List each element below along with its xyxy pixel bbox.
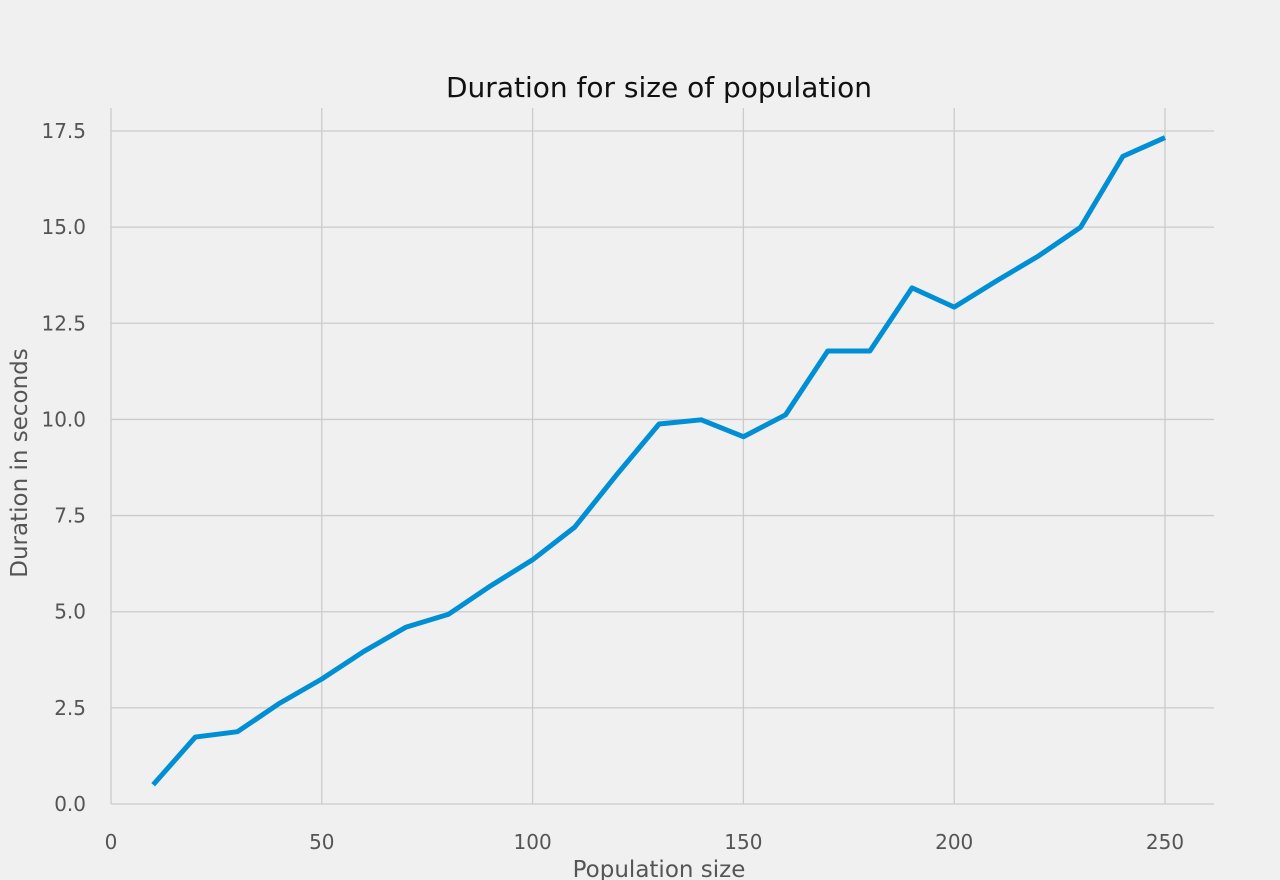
data-point (192, 734, 198, 740)
data-point (825, 348, 831, 354)
y-tick-label: 15.0 (41, 215, 86, 239)
data-point (909, 285, 915, 291)
y-axis-label: Duration in seconds (7, 348, 33, 578)
series-group (150, 135, 1168, 788)
data-point (698, 417, 704, 423)
grid (110, 108, 1214, 805)
x-tick-label: 50 (309, 830, 334, 854)
data-point (1162, 135, 1168, 141)
data-point (361, 648, 367, 654)
x-tick-label: 0 (105, 830, 118, 854)
x-tick-label: 200 (935, 830, 973, 854)
data-point (572, 524, 578, 530)
data-point (530, 557, 536, 563)
x-tick-label: 250 (1146, 830, 1184, 854)
data-point (1036, 253, 1042, 259)
y-tick-label: 12.5 (41, 311, 86, 335)
data-point (319, 676, 325, 682)
data-point (150, 782, 156, 788)
y-tick-label: 17.5 (41, 119, 86, 143)
data-point (1120, 153, 1126, 159)
x-axis-label: Population size (573, 857, 746, 880)
data-point (277, 700, 283, 706)
chart-title: Duration for size of population (446, 71, 872, 104)
x-tick-label: 150 (724, 830, 762, 854)
data-point (487, 583, 493, 589)
data-point (234, 729, 240, 735)
y-tick-label: 0.0 (54, 792, 86, 816)
data-point (445, 611, 451, 617)
data-point (403, 624, 409, 630)
y-tick-label: 5.0 (54, 600, 86, 624)
tick-labels: 0 50 100 150 200 250 0.0 2.5 5.0 7.5 10.0 12.5 15.0 1… (41, 119, 1184, 854)
data-point (951, 304, 957, 310)
data-point (783, 412, 789, 418)
series-line-0 (151, 135, 1167, 787)
data-point (993, 278, 999, 284)
data-point (740, 434, 746, 440)
data-point (1078, 224, 1084, 230)
y-tick-label: 2.5 (54, 696, 86, 720)
y-tick-label: 7.5 (54, 504, 86, 528)
data-point (656, 421, 662, 427)
x-tick-label: 100 (514, 830, 552, 854)
y-tick-label: 10.0 (41, 407, 86, 431)
data-point (867, 348, 873, 354)
data-point (614, 471, 620, 477)
